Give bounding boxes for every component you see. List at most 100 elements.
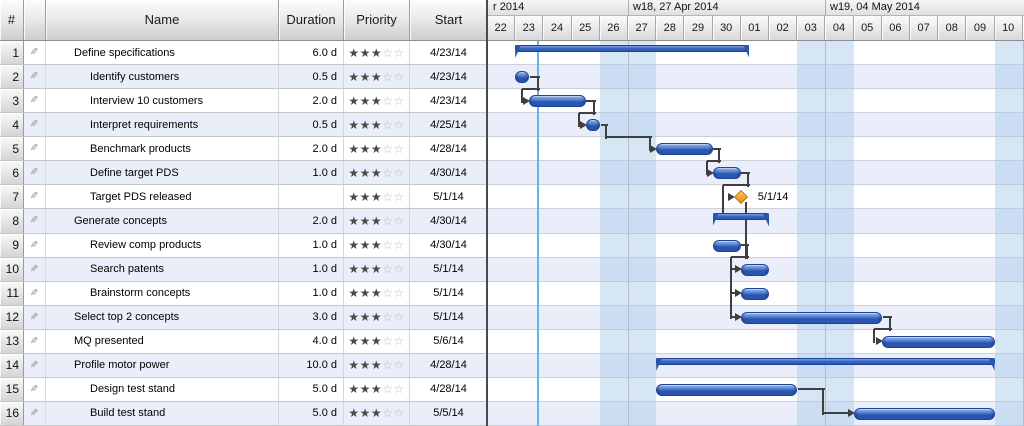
task-priority-stars[interactable]: ★★★ ☆☆ [344,161,410,185]
task-start-date: 5/6/14 [433,335,464,348]
table-row[interactable]: 9 ✎ Review comp products 1.0 d ★★★ ☆☆ 4/30/14 [0,233,487,258]
table-row[interactable]: 12 ✎ Select top 2 concepts 3.0 d ★★★ ☆☆ 5/1/14 [0,305,487,330]
dependency-connector [605,125,607,139]
table-row[interactable]: 10 ✎ Search patents 1.0 d ★★★ ☆☆ 5/1/14 [0,257,487,282]
table-row[interactable]: 4 ✎ Interpret requirements 0.5 d ★★★ ☆☆ 4/25/1… [0,113,487,138]
task-priority-stars[interactable]: ★★★ ☆☆ [344,377,410,401]
row-number-cell[interactable]: 5 [0,137,24,161]
row-number-cell[interactable]: 3 [0,89,24,113]
row-number-cell[interactable]: 9 [0,233,24,257]
task-bar[interactable] [515,71,530,84]
task-priority-stars[interactable]: ★★★ ☆☆ [344,353,410,377]
dependency-connector [730,257,732,319]
row-number-cell[interactable]: 15 [0,377,24,401]
task-priority-stars[interactable]: ★★★ ☆☆ [344,41,410,65]
task-bar[interactable] [881,335,995,348]
weekend-shading [599,41,657,426]
row-number-cell[interactable]: 16 [0,401,24,425]
task-name[interactable]: Identify customers [46,65,279,89]
row-number-cell[interactable]: 11 [0,281,24,305]
table-row[interactable]: 3 ✎ Interview 10 customers 2.0 d ★★★ ☆☆ 4/23/1… [0,89,487,114]
task-edit-icon: ✎ [30,239,39,251]
task-bar[interactable] [529,95,586,108]
panel-divider[interactable] [486,0,488,426]
task-name[interactable]: Interpret requirements [46,113,279,137]
table-row[interactable]: 11 ✎ Brainstorm concepts 1.0 d ★★★ ☆☆ 5/1/14 [0,281,487,306]
column-header-duration[interactable]: Duration [279,0,344,40]
row-number-cell[interactable]: 12 [0,305,24,329]
task-priority-stars[interactable]: ★★★ ☆☆ [344,113,410,137]
task-priority-stars[interactable]: ★★★ ☆☆ [344,281,410,305]
table-row[interactable]: 15 ✎ Design test stand 5.0 d ★★★ ☆☆ 4/28/14 [0,377,487,402]
row-icon-cell: ✎ [24,41,46,65]
row-icon-cell: ✎ [24,209,46,233]
table-row[interactable]: 5 ✎ Benchmark products 2.0 d ★★★ ☆☆ 4/28/14 [0,137,487,162]
row-number-cell[interactable]: 7 [0,185,24,209]
table-row[interactable]: 7 ✎ Target PDS released ★★★ ☆☆ 5/1/14 [0,185,487,210]
table-row[interactable]: 13 ✎ MQ presented 4.0 d ★★★ ☆☆ 5/6/14 [0,329,487,354]
table-row[interactable]: 2 ✎ Identify customers 0.5 d ★★★ ☆☆ 4/23/14 [0,65,487,90]
column-header-icon[interactable] [24,0,46,40]
row-number-cell[interactable]: 13 [0,329,24,353]
task-bar[interactable] [740,263,769,276]
task-priority-stars[interactable]: ★★★ ☆☆ [344,401,410,425]
task-priority-stars[interactable]: ★★★ ☆☆ [344,305,410,329]
task-name[interactable]: Build test stand [46,401,279,425]
task-bar[interactable] [656,143,713,156]
task-duration: 0.5 d [279,65,344,89]
column-header-priority[interactable]: Priority [344,0,410,40]
task-name[interactable]: Target PDS released [46,185,279,209]
task-bar[interactable] [740,287,769,300]
task-name[interactable]: Design test stand [46,377,279,401]
task-name[interactable]: Review comp products [46,233,279,257]
task-bar[interactable] [712,239,741,252]
summary-task-bar[interactable] [712,213,769,221]
summary-task-bar[interactable] [515,45,750,52]
row-icon-cell: ✎ [24,329,46,353]
task-priority-stars[interactable]: ★★★ ☆☆ [344,185,410,209]
table-row[interactable]: 8 ✎ Generate concepts 2.0 d ★★★ ☆☆ 4/30/14 [0,209,487,234]
row-number-cell[interactable]: 10 [0,257,24,281]
task-priority-stars[interactable]: ★★★ ☆☆ [344,257,410,281]
task-bar[interactable] [585,119,600,132]
table-row[interactable]: 1 ✎ Define specifications 6.0 d ★★★ ☆☆ 4/23/14 [0,41,487,66]
task-priority-stars[interactable]: ★★★ ☆☆ [344,209,410,233]
task-name[interactable]: Generate concepts [46,209,279,233]
row-number-cell[interactable]: 6 [0,161,24,185]
task-priority-stars[interactable]: ★★★ ☆☆ [344,65,410,89]
task-name[interactable]: Interview 10 customers [46,89,279,113]
summary-task-bar[interactable] [656,357,995,365]
table-row[interactable]: 6 ✎ Define target PDS 1.0 d ★★★ ☆☆ 4/30/14 [0,161,487,186]
row-icon-cell: ✎ [24,281,46,305]
task-name[interactable]: Profile motor power [46,353,279,377]
table-row[interactable]: 16 ✎ Build test stand 5.0 d ★★★ ☆☆ 5/5/14 [0,401,487,426]
column-header-name[interactable]: Name [46,0,279,40]
task-name[interactable]: Select top 2 concepts [46,305,279,329]
gantt-chart-panel: r 2014 w18, 27 Apr 2014 w19, 04 May 2014 2… [488,0,1024,426]
row-number-cell[interactable]: 4 [0,113,24,137]
task-name[interactable]: Define target PDS [46,161,279,185]
task-priority-stars[interactable]: ★★★ ☆☆ [344,329,410,353]
day-header-cell: 25 [571,16,600,40]
table-row[interactable]: 14 ✎ Profile motor power 10.0 d ★★★ ☆☆ 4/28/14 [0,353,487,378]
task-bar[interactable] [740,311,882,324]
row-number-cell[interactable]: 8 [0,209,24,233]
task-bar[interactable] [853,407,995,420]
task-name[interactable]: Search patents [46,257,279,281]
column-header-start[interactable]: Start [410,0,487,40]
task-edit-icon: ✎ [30,263,39,275]
row-number-cell[interactable]: 2 [0,65,24,89]
task-name[interactable]: MQ presented [46,329,279,353]
task-name[interactable]: Benchmark products [46,137,279,161]
row-number-cell[interactable]: 1 [0,41,24,65]
column-header-number[interactable]: # [0,0,24,40]
row-number-cell[interactable]: 14 [0,353,24,377]
task-bar[interactable] [712,167,741,180]
task-name[interactable]: Define specifications [46,41,279,65]
task-priority-stars[interactable]: ★★★ ☆☆ [344,233,410,257]
day-header-cell: 09 [966,16,995,40]
task-bar[interactable] [656,383,798,396]
task-priority-stars[interactable]: ★★★ ☆☆ [344,137,410,161]
task-name[interactable]: Brainstorm concepts [46,281,279,305]
task-priority-stars[interactable]: ★★★ ☆☆ [344,89,410,113]
